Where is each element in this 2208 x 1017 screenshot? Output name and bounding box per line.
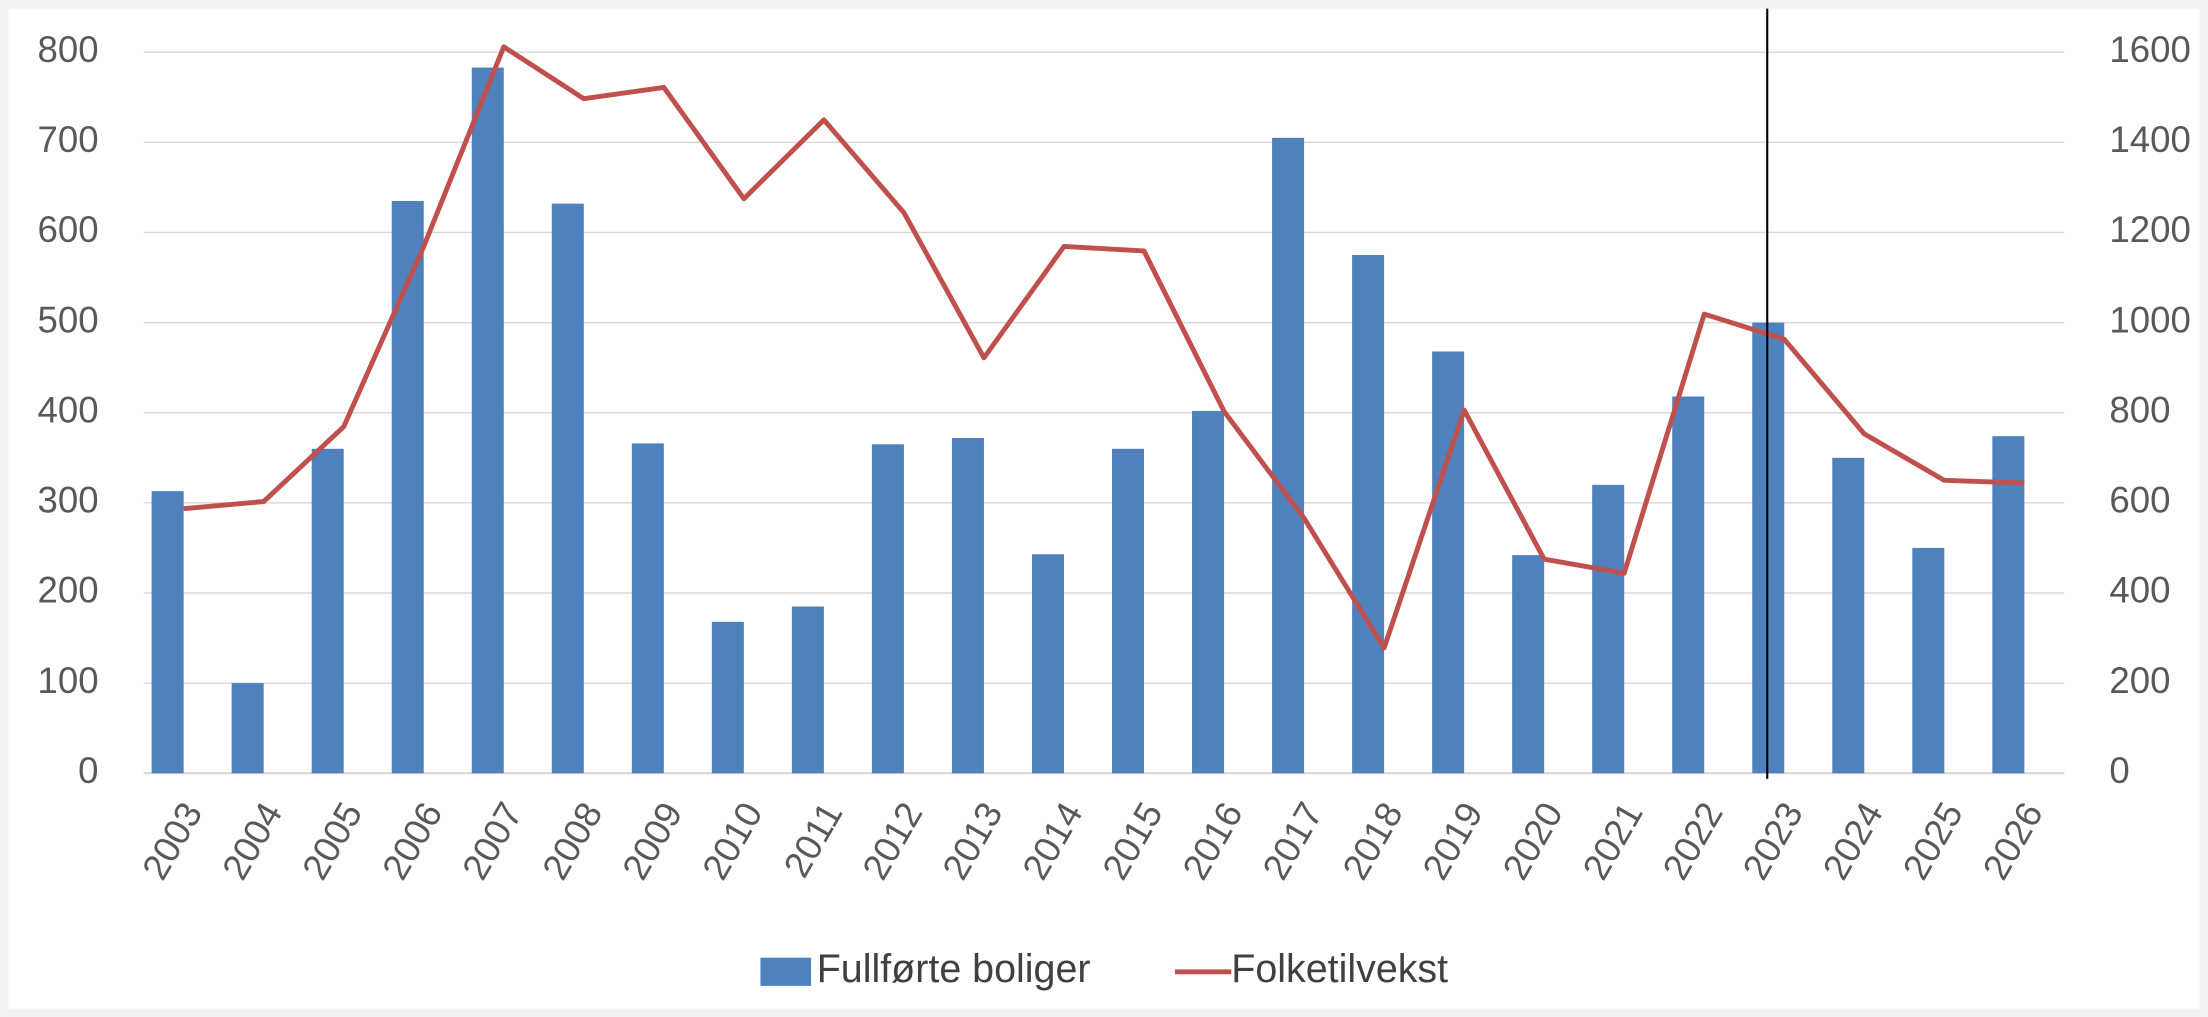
bar — [1592, 484, 1625, 774]
y-tick-label: 300 — [37, 480, 98, 521]
y-tick-label: 100 — [37, 660, 98, 701]
y2-tick-label: 400 — [2109, 570, 2170, 611]
legend-label: Folketilvekst — [1231, 947, 1448, 991]
y-tick-label: 200 — [37, 570, 98, 611]
line — [183, 44, 2025, 651]
bar — [551, 203, 584, 774]
bar — [1272, 137, 1305, 774]
bar — [1112, 448, 1145, 774]
bar — [791, 606, 824, 774]
y2-tick-label: 1600 — [2109, 29, 2190, 70]
bar — [151, 491, 184, 774]
y-tick-label: 500 — [37, 299, 98, 340]
y2-tick-label: 600 — [2109, 480, 2170, 521]
bar — [1352, 255, 1385, 774]
bar — [631, 443, 664, 774]
y2-tick-label: 800 — [2109, 389, 2170, 430]
y2-tick-label: 1200 — [2109, 209, 2190, 250]
bar — [1192, 410, 1225, 774]
bar — [871, 444, 904, 774]
y-tick-label: 700 — [37, 119, 98, 160]
bar — [471, 67, 504, 774]
bar — [1992, 436, 2025, 774]
bar — [231, 683, 264, 774]
bar — [1031, 554, 1064, 774]
bar — [1672, 396, 1705, 774]
bar — [1832, 457, 1865, 774]
y2-tick-label: 200 — [2109, 660, 2170, 701]
y-tick-label: 400 — [37, 389, 98, 430]
bar — [951, 437, 984, 774]
bar — [391, 200, 424, 774]
bar — [711, 621, 744, 774]
bar — [1512, 555, 1545, 774]
bar — [1432, 351, 1465, 774]
y2-tick-label: 0 — [2109, 750, 2129, 791]
y-tick-label: 0 — [78, 750, 98, 791]
y2-tick-label: 1400 — [2109, 119, 2190, 160]
legend-swatch — [760, 957, 812, 986]
y2-tick-label: 1000 — [2109, 299, 2190, 340]
legend-label: Fullførte boliger — [817, 947, 1091, 991]
y-tick-label: 800 — [37, 29, 98, 70]
bar — [1912, 547, 1945, 774]
y-tick-label: 600 — [37, 209, 98, 250]
bar — [311, 448, 344, 774]
